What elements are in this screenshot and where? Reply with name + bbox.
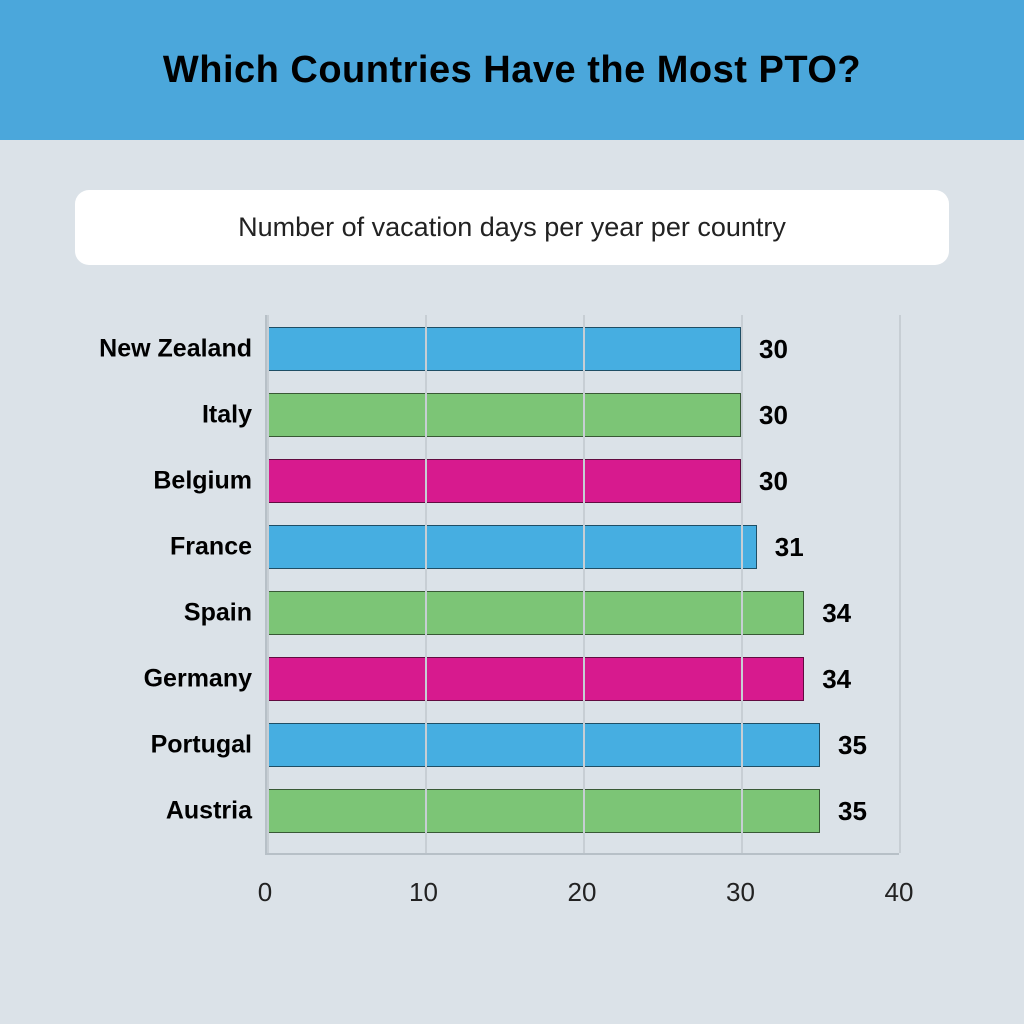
chart-subtitle: Number of vacation days per year per cou… bbox=[75, 190, 949, 265]
country-label: Spain bbox=[67, 599, 252, 628]
x-tick: 10 bbox=[409, 877, 438, 908]
x-tick: 0 bbox=[258, 877, 272, 908]
bar bbox=[267, 525, 757, 569]
gridline bbox=[425, 315, 427, 853]
country-label: France bbox=[67, 533, 252, 562]
value-label: 34 bbox=[822, 664, 851, 695]
bar bbox=[267, 393, 741, 437]
chart-area: New Zealand30Italy30Belgium30France31Spa… bbox=[75, 315, 949, 915]
x-axis: 010203040 bbox=[265, 855, 899, 915]
value-label: 30 bbox=[759, 466, 788, 497]
bar bbox=[267, 459, 741, 503]
country-label: Germany bbox=[67, 665, 252, 694]
bar bbox=[267, 327, 741, 371]
country-label: Italy bbox=[67, 401, 252, 430]
bar bbox=[267, 723, 820, 767]
value-label: 30 bbox=[759, 400, 788, 431]
chart-plot: New Zealand30Italy30Belgium30France31Spa… bbox=[265, 315, 899, 855]
x-tick: 20 bbox=[568, 877, 597, 908]
gridline bbox=[741, 315, 743, 853]
page-title: Which Countries Have the Most PTO? bbox=[163, 49, 861, 92]
country-label: Belgium bbox=[67, 467, 252, 496]
value-label: 30 bbox=[759, 334, 788, 365]
x-tick: 40 bbox=[885, 877, 914, 908]
value-label: 35 bbox=[838, 730, 867, 761]
value-label: 31 bbox=[775, 532, 804, 563]
gridline bbox=[899, 315, 901, 853]
value-label: 34 bbox=[822, 598, 851, 629]
country-label: Portugal bbox=[67, 731, 252, 760]
gridline bbox=[583, 315, 585, 853]
header-band: Which Countries Have the Most PTO? bbox=[0, 0, 1024, 140]
country-label: Austria bbox=[67, 797, 252, 826]
bar bbox=[267, 657, 804, 701]
x-tick: 30 bbox=[726, 877, 755, 908]
bar bbox=[267, 789, 820, 833]
gridline bbox=[267, 315, 269, 853]
bar bbox=[267, 591, 804, 635]
country-label: New Zealand bbox=[67, 335, 252, 364]
content: Number of vacation days per year per cou… bbox=[0, 140, 1024, 945]
value-label: 35 bbox=[838, 796, 867, 827]
